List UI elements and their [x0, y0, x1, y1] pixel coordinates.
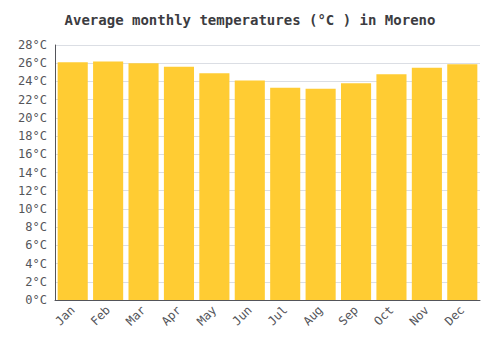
svg-text:Jul: Jul [265, 303, 290, 328]
svg-text:Apr: Apr [159, 303, 184, 328]
svg-text:Mar: Mar [123, 303, 148, 328]
svg-text:May: May [194, 303, 219, 328]
svg-text:Feb: Feb [88, 303, 113, 328]
svg-text:20°C: 20°C [18, 111, 47, 125]
svg-text:24°C: 24°C [18, 74, 47, 88]
svg-text:12°C: 12°C [18, 184, 47, 198]
svg-text:Sep: Sep [336, 303, 361, 328]
svg-text:16°C: 16°C [18, 147, 47, 161]
svg-text:Dec: Dec [442, 303, 467, 328]
svg-text:22°C: 22°C [18, 93, 47, 107]
svg-text:26°C: 26°C [18, 56, 47, 70]
svg-text:2°C: 2°C [25, 275, 47, 289]
svg-text:6°C: 6°C [25, 238, 47, 252]
svg-text:Average monthly temperatures (: Average monthly temperatures (°C ) in Mo… [65, 12, 436, 28]
svg-text:28°C: 28°C [18, 38, 47, 52]
svg-text:Nov: Nov [407, 303, 432, 328]
svg-text:0°C: 0°C [25, 293, 47, 307]
svg-text:18°C: 18°C [18, 129, 47, 143]
svg-text:Jun: Jun [230, 303, 255, 328]
svg-text:Oct: Oct [371, 303, 396, 328]
svg-text:10°C: 10°C [18, 202, 47, 216]
svg-text:8°C: 8°C [25, 220, 47, 234]
svg-text:Jan: Jan [52, 303, 77, 328]
svg-text:14°C: 14°C [18, 166, 47, 180]
svg-text:4°C: 4°C [25, 257, 47, 271]
svg-text:Aug: Aug [300, 303, 325, 328]
